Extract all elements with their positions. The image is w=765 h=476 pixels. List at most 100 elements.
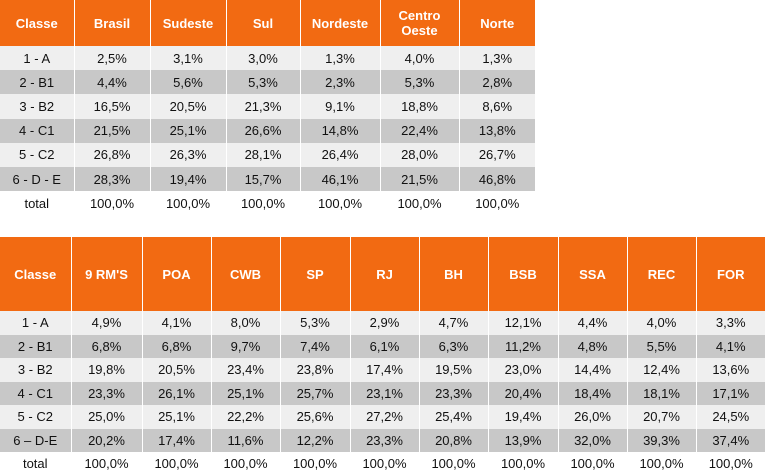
value-cell: 39,3% bbox=[627, 428, 697, 452]
value-cell: 23,3% bbox=[419, 381, 489, 405]
value-cell: 46,1% bbox=[300, 166, 381, 192]
row-label-cell: 2 - B1 bbox=[0, 334, 72, 358]
value-cell: 26,0% bbox=[558, 405, 628, 429]
value-cell: 100,0% bbox=[74, 191, 151, 216]
value-cell: 12,2% bbox=[280, 428, 351, 452]
header-sp: SP bbox=[280, 237, 351, 311]
header-ssa: SSA bbox=[558, 237, 628, 311]
value-cell: 17,1% bbox=[696, 381, 765, 405]
value-cell: 100,0% bbox=[71, 452, 143, 476]
value-cell: 4,7% bbox=[419, 311, 489, 335]
value-cell: 20,4% bbox=[488, 381, 559, 405]
value-cell: 100,0% bbox=[380, 191, 460, 216]
metros-header-row: Classe 9 RM'S POA CWB SP RJ BH BSB SSA R… bbox=[0, 237, 765, 311]
value-cell: 1,3% bbox=[459, 46, 535, 71]
value-cell: 21,3% bbox=[226, 94, 301, 119]
header-centro-oeste: Centro Oeste bbox=[380, 0, 460, 46]
table-row: 3 - B2 16,5% 20,5% 21,3% 9,1% 18,8% 8,6% bbox=[0, 94, 535, 119]
value-cell: 25,0% bbox=[71, 405, 143, 429]
value-cell: 100,0% bbox=[558, 452, 628, 476]
value-cell: 26,3% bbox=[150, 142, 227, 167]
row-label-cell: 1 - A bbox=[0, 311, 72, 335]
value-cell: 21,5% bbox=[380, 166, 460, 192]
value-cell: 4,8% bbox=[558, 334, 628, 358]
value-cell: 8,6% bbox=[459, 94, 535, 119]
value-cell: 20,5% bbox=[142, 358, 212, 382]
value-cell: 1,3% bbox=[300, 46, 381, 71]
table-row: 1 - A 4,9% 4,1% 8,0% 5,3% 2,9% 4,7% 12,1% 4,4% 4,… bbox=[0, 311, 765, 335]
value-cell: 12,1% bbox=[488, 311, 559, 335]
value-cell: 21,5% bbox=[74, 118, 151, 143]
value-cell: 2,9% bbox=[350, 311, 420, 335]
value-cell: 3,3% bbox=[696, 311, 765, 335]
value-cell: 9,1% bbox=[300, 94, 381, 119]
value-cell: 25,1% bbox=[142, 405, 212, 429]
row-label-cell: total bbox=[0, 191, 75, 216]
value-cell: 26,8% bbox=[74, 142, 151, 167]
value-cell: 7,4% bbox=[280, 334, 351, 358]
value-cell: 13,9% bbox=[488, 428, 559, 452]
value-cell: 28,1% bbox=[226, 142, 301, 167]
header-classe: Classe bbox=[0, 237, 72, 311]
value-cell: 32,0% bbox=[558, 428, 628, 452]
value-cell: 100,0% bbox=[280, 452, 351, 476]
header-rec: REC bbox=[627, 237, 697, 311]
value-cell: 4,4% bbox=[74, 70, 151, 95]
value-cell: 28,0% bbox=[380, 142, 460, 167]
header-nordeste: Nordeste bbox=[300, 0, 381, 46]
value-cell: 22,2% bbox=[211, 405, 281, 429]
value-cell: 19,4% bbox=[488, 405, 559, 429]
value-cell: 12,4% bbox=[627, 358, 697, 382]
value-cell: 20,5% bbox=[150, 94, 227, 119]
regions-table: Classe Brasil Sudeste Sul Nordeste Centr… bbox=[0, 0, 535, 216]
header-bh: BH bbox=[419, 237, 489, 311]
value-cell: 23,0% bbox=[488, 358, 559, 382]
value-cell: 23,3% bbox=[350, 428, 420, 452]
table-row: 2 - B1 4,4% 5,6% 5,3% 2,3% 5,3% 2,8% bbox=[0, 70, 535, 95]
value-cell: 8,0% bbox=[211, 311, 281, 335]
value-cell: 27,2% bbox=[350, 405, 420, 429]
value-cell: 23,1% bbox=[350, 381, 420, 405]
row-label-cell: 6 - D - E bbox=[0, 166, 75, 192]
value-cell: 19,4% bbox=[150, 166, 227, 192]
value-cell: 14,8% bbox=[300, 118, 381, 143]
value-cell: 100,0% bbox=[459, 191, 535, 216]
value-cell: 100,0% bbox=[419, 452, 489, 476]
value-cell: 18,1% bbox=[627, 381, 697, 405]
value-cell: 19,8% bbox=[71, 358, 143, 382]
row-label-cell: total bbox=[0, 452, 72, 476]
value-cell: 5,3% bbox=[380, 70, 460, 95]
value-cell: 4,1% bbox=[142, 311, 212, 335]
table-row: 6 - D - E 28,3% 19,4% 15,7% 46,1% 21,5% 46,8% bbox=[0, 166, 535, 192]
value-cell: 100,0% bbox=[488, 452, 559, 476]
value-cell: 25,1% bbox=[150, 118, 227, 143]
value-cell: 100,0% bbox=[300, 191, 381, 216]
value-cell: 11,6% bbox=[211, 428, 281, 452]
value-cell: 5,5% bbox=[627, 334, 697, 358]
value-cell: 17,4% bbox=[142, 428, 212, 452]
value-cell: 26,6% bbox=[226, 118, 301, 143]
value-cell: 9,7% bbox=[211, 334, 281, 358]
value-cell: 5,6% bbox=[150, 70, 227, 95]
value-cell: 4,0% bbox=[380, 46, 460, 71]
table-row: 5 - C2 25,0% 25,1% 22,2% 25,6% 27,2% 25,4% 19,4… bbox=[0, 405, 765, 429]
value-cell: 100,0% bbox=[627, 452, 697, 476]
value-cell: 26,4% bbox=[300, 142, 381, 167]
value-cell: 4,9% bbox=[71, 311, 143, 335]
value-cell: 16,5% bbox=[74, 94, 151, 119]
header-cwb: CWB bbox=[211, 237, 281, 311]
table-row: 3 - B2 19,8% 20,5% 23,4% 23,8% 17,4% 19,5% 23,0… bbox=[0, 358, 765, 382]
value-cell: 4,4% bbox=[558, 311, 628, 335]
value-cell: 100,0% bbox=[696, 452, 765, 476]
value-cell: 6,3% bbox=[419, 334, 489, 358]
row-label-cell: 5 - C2 bbox=[0, 142, 75, 167]
header-sul: Sul bbox=[226, 0, 301, 46]
value-cell: 100,0% bbox=[150, 191, 227, 216]
value-cell: 18,4% bbox=[558, 381, 628, 405]
value-cell: 13,8% bbox=[459, 118, 535, 143]
header-9-rms: 9 RM'S bbox=[71, 237, 143, 311]
row-label-cell: 2 - B1 bbox=[0, 70, 75, 95]
value-cell: 24,5% bbox=[696, 405, 765, 429]
table-row: 4 - C1 23,3% 26,1% 25,1% 25,7% 23,1% 23,3% 20,4… bbox=[0, 381, 765, 405]
value-cell: 23,4% bbox=[211, 358, 281, 382]
